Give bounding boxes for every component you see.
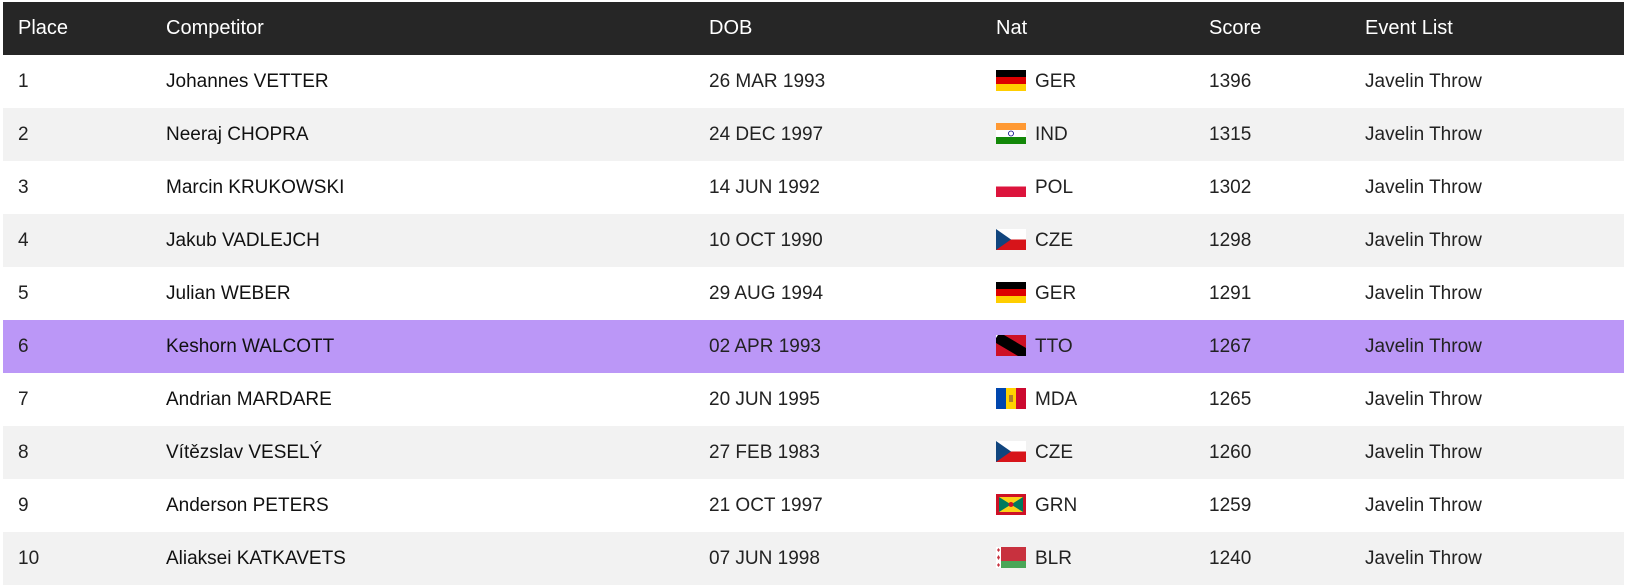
table-cell: 1291 <box>1209 283 1252 304</box>
table-cell: 1 <box>18 71 29 92</box>
table-cell: Javelin Throw <box>1365 389 1482 410</box>
table-cell: GRN <box>1035 495 1078 516</box>
table-cell: 1265 <box>1209 389 1252 410</box>
table-cell: CZE <box>1035 442 1073 463</box>
table-cell: 21 OCT 1997 <box>709 495 823 516</box>
table-cell: GER <box>1035 71 1077 92</box>
flag-icon <box>996 123 1026 144</box>
header-row: Place Competitor DOB Nat Score Event List <box>3 2 1624 55</box>
table-cell: 14 JUN 1992 <box>709 177 820 198</box>
table-cell: Johannes VETTER <box>166 71 329 92</box>
table-cell: 1267 <box>1209 336 1252 357</box>
table-cell: Javelin Throw <box>1365 336 1482 357</box>
table-cell: Javelin Throw <box>1365 124 1482 145</box>
table-cell: 27 FEB 1983 <box>709 442 820 463</box>
table-row: 9 Anderson PETERS 21 OCT 1997 GRN 1259 Javeli… <box>3 479 1624 532</box>
table-cell: Jakub VADLEJCH <box>166 230 320 251</box>
column-header: Event List <box>1365 17 1453 39</box>
table-cell: 4 <box>18 230 29 251</box>
table-cell: 2 <box>18 124 29 145</box>
table-row: 6 Keshorn WALCOTT 02 APR 1993 TTO 1267 Javeli… <box>3 320 1624 373</box>
table-cell: Anderson PETERS <box>166 495 329 516</box>
table-cell: IND <box>1035 124 1068 145</box>
table-cell: 1260 <box>1209 442 1252 463</box>
table-row: 5 Julian WEBER 29 AUG 1994 GER 1291 Javelin T… <box>3 267 1624 320</box>
table-cell: BLR <box>1035 548 1072 569</box>
column-header: Competitor <box>166 17 264 39</box>
table-row: 1 Johannes VETTER 26 MAR 1993 GER 1396 Javeli… <box>3 55 1624 108</box>
table-cell: 1302 <box>1209 177 1252 198</box>
flag-icon <box>996 176 1026 197</box>
table-cell: Keshorn WALCOTT <box>166 336 335 357</box>
table-row: 10 Aliaksei KATKAVETS 07 JUN 1998 BLR 1240 Ja… <box>3 532 1624 585</box>
table-row: 3 Marcin KRUKOWSKI 14 JUN 1992 POL 1302 Javel… <box>3 161 1624 214</box>
table-cell: GER <box>1035 283 1077 304</box>
table-cell: 1240 <box>1209 548 1252 569</box>
table-row: 7 Andrian MARDARE 20 JUN 1995 MDA 1265 Javeli… <box>3 373 1624 426</box>
table-cell: 07 JUN 1998 <box>709 548 820 569</box>
flag-icon <box>996 282 1026 303</box>
table-row: 8 Vítězslav VESELÝ 27 FEB 1983 CZE 1260 Javel… <box>3 426 1624 479</box>
table-cell: Javelin Throw <box>1365 442 1482 463</box>
table-cell: 8 <box>18 442 29 463</box>
table-cell: Javelin Throw <box>1365 283 1482 304</box>
table-cell: 9 <box>18 495 29 516</box>
table-cell: Javelin Throw <box>1365 495 1482 516</box>
column-header: DOB <box>709 17 753 39</box>
table-cell: Javelin Throw <box>1365 548 1482 569</box>
table-cell: 02 APR 1993 <box>709 336 821 357</box>
table-cell: 10 <box>18 548 40 569</box>
results-table: Place Competitor DOB Nat Score Event List 1 Joh… <box>3 2 1624 585</box>
table-cell: Neeraj CHOPRA <box>166 124 309 145</box>
table-cell: 1259 <box>1209 495 1252 516</box>
flag-icon <box>996 229 1026 250</box>
flag-icon <box>996 335 1026 356</box>
table-cell: 26 MAR 1993 <box>709 71 826 92</box>
table-cell: 29 AUG 1994 <box>709 283 824 304</box>
table-cell: CZE <box>1035 230 1073 251</box>
table-cell: Julian WEBER <box>166 283 291 304</box>
table-cell: POL <box>1035 177 1074 198</box>
table-cell: MDA <box>1035 389 1078 410</box>
table-cell: Javelin Throw <box>1365 71 1482 92</box>
table-cell: Javelin Throw <box>1365 177 1482 198</box>
flag-icon <box>996 70 1026 91</box>
column-header: Nat <box>996 17 1028 39</box>
table-row: 2 Neeraj CHOPRA 24 DEC 1997 IND 1315 Javelin … <box>3 108 1624 161</box>
flag-icon <box>996 547 1026 568</box>
table-cell: 1315 <box>1209 124 1252 145</box>
table-cell: Aliaksei KATKAVETS <box>166 548 346 569</box>
flag-icon <box>996 494 1026 515</box>
table-cell: 10 OCT 1990 <box>709 230 823 251</box>
table-cell: 6 <box>18 336 29 357</box>
column-header: Score <box>1209 17 1262 39</box>
table-cell: Marcin KRUKOWSKI <box>166 177 345 198</box>
flag-icon <box>996 388 1026 409</box>
flag-icon <box>996 441 1026 462</box>
table-cell: 20 JUN 1995 <box>709 389 820 410</box>
table-cell: 3 <box>18 177 29 198</box>
table-cell: 5 <box>18 283 29 304</box>
table-cell: 1396 <box>1209 71 1252 92</box>
table-row: 4 Jakub VADLEJCH 10 OCT 1990 CZE 1298 Javelin… <box>3 214 1624 267</box>
table-cell: Vítězslav VESELÝ <box>166 442 323 463</box>
table-cell: 7 <box>18 389 29 410</box>
table-cell: 24 DEC 1997 <box>709 124 824 145</box>
table-cell: Javelin Throw <box>1365 230 1482 251</box>
table-cell: 1298 <box>1209 230 1252 251</box>
column-header: Place <box>18 17 69 39</box>
table-cell: Andrian MARDARE <box>166 389 332 410</box>
table-cell: TTO <box>1035 336 1073 357</box>
